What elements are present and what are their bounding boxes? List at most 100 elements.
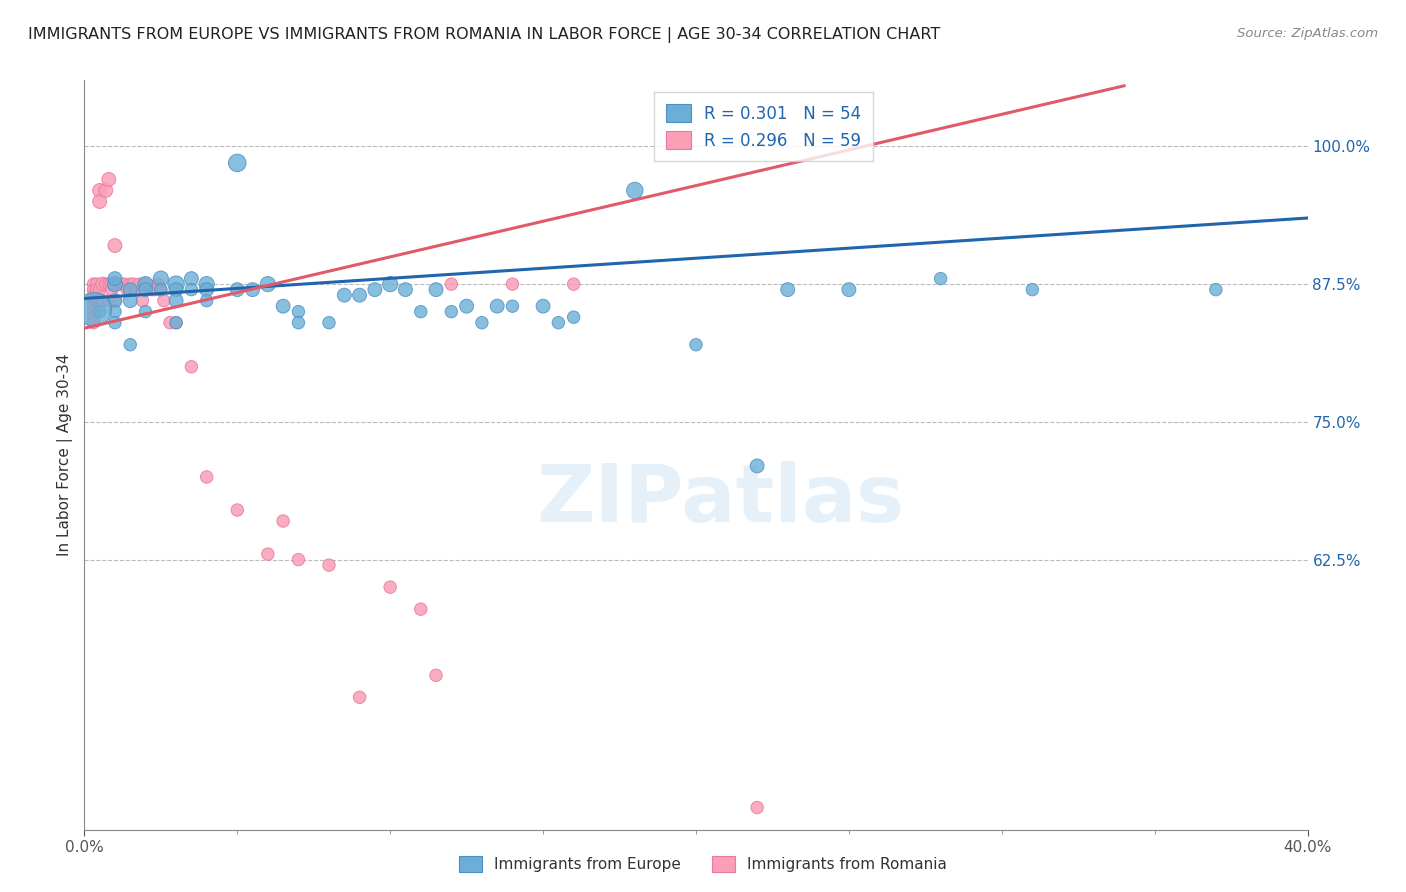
Point bbox=[101, 277, 124, 292]
Point bbox=[86, 293, 108, 308]
Point bbox=[562, 277, 585, 292]
Point bbox=[349, 690, 371, 705]
Point bbox=[425, 668, 447, 682]
Point bbox=[409, 602, 432, 616]
Legend: R = 0.301   N = 54, R = 0.296   N = 59: R = 0.301 N = 54, R = 0.296 N = 59 bbox=[654, 93, 873, 161]
Point bbox=[165, 316, 187, 330]
Point bbox=[318, 316, 340, 330]
Point bbox=[287, 552, 309, 566]
Point bbox=[135, 304, 157, 318]
Point bbox=[349, 288, 371, 302]
Point bbox=[195, 293, 218, 308]
Point bbox=[1021, 283, 1043, 297]
Point bbox=[120, 283, 142, 297]
Text: ZIPatlas: ZIPatlas bbox=[536, 461, 904, 539]
Point bbox=[409, 304, 432, 318]
Point bbox=[624, 184, 647, 198]
Point bbox=[364, 283, 387, 297]
Point bbox=[159, 316, 181, 330]
Point bbox=[271, 514, 294, 528]
Point bbox=[83, 316, 105, 330]
Point bbox=[83, 293, 105, 308]
Point bbox=[135, 277, 157, 292]
Point bbox=[135, 277, 157, 292]
Point bbox=[89, 304, 111, 318]
Point bbox=[195, 283, 218, 297]
Point bbox=[104, 277, 127, 292]
Point bbox=[120, 337, 142, 351]
Point bbox=[83, 283, 105, 297]
Point bbox=[1205, 283, 1227, 297]
Point bbox=[257, 277, 280, 292]
Point bbox=[101, 283, 124, 297]
Point bbox=[120, 293, 142, 308]
Point bbox=[440, 277, 463, 292]
Point bbox=[128, 277, 150, 292]
Point bbox=[380, 277, 402, 292]
Point bbox=[89, 283, 111, 297]
Point bbox=[131, 293, 153, 308]
Point bbox=[502, 277, 524, 292]
Point bbox=[110, 277, 132, 292]
Point bbox=[83, 302, 105, 317]
Point bbox=[89, 184, 111, 198]
Point bbox=[180, 271, 202, 285]
Point bbox=[83, 277, 105, 292]
Point bbox=[94, 277, 117, 292]
Point bbox=[104, 238, 127, 252]
Point bbox=[165, 316, 187, 330]
Point bbox=[120, 283, 142, 297]
Point bbox=[104, 316, 127, 330]
Point bbox=[91, 277, 114, 292]
Point bbox=[143, 283, 166, 297]
Point bbox=[471, 316, 494, 330]
Point bbox=[165, 283, 187, 297]
Point bbox=[287, 304, 309, 318]
Point bbox=[394, 283, 416, 297]
Point bbox=[165, 277, 187, 292]
Point bbox=[486, 299, 509, 313]
Point bbox=[149, 283, 172, 297]
Point bbox=[83, 288, 105, 302]
Point bbox=[242, 283, 264, 297]
Point bbox=[257, 547, 280, 561]
Point bbox=[502, 299, 524, 313]
Point bbox=[425, 283, 447, 297]
Point bbox=[89, 194, 111, 209]
Point bbox=[547, 316, 569, 330]
Point bbox=[456, 299, 478, 313]
Point bbox=[287, 316, 309, 330]
Point bbox=[685, 337, 707, 351]
Point bbox=[562, 310, 585, 325]
Point bbox=[440, 304, 463, 318]
Point bbox=[125, 283, 148, 297]
Point bbox=[89, 293, 111, 308]
Point bbox=[135, 283, 157, 297]
Point bbox=[776, 283, 799, 297]
Point bbox=[226, 283, 249, 297]
Point bbox=[97, 277, 120, 292]
Point bbox=[195, 470, 218, 484]
Point bbox=[146, 277, 169, 292]
Point bbox=[838, 283, 860, 297]
Point bbox=[83, 299, 105, 313]
Y-axis label: In Labor Force | Age 30-34: In Labor Force | Age 30-34 bbox=[58, 353, 73, 557]
Point bbox=[104, 293, 127, 308]
Point bbox=[333, 288, 356, 302]
Point bbox=[149, 283, 172, 297]
Point bbox=[122, 277, 145, 292]
Point bbox=[91, 293, 114, 308]
Point bbox=[86, 277, 108, 292]
Point bbox=[115, 283, 138, 297]
Point bbox=[929, 271, 952, 285]
Point bbox=[747, 458, 769, 473]
Point bbox=[180, 359, 202, 374]
Point bbox=[531, 299, 554, 313]
Point bbox=[141, 283, 163, 297]
Point bbox=[86, 283, 108, 297]
Point bbox=[97, 293, 120, 308]
Point bbox=[83, 304, 105, 318]
Point bbox=[112, 277, 135, 292]
Text: IMMIGRANTS FROM EUROPE VS IMMIGRANTS FROM ROMANIA IN LABOR FORCE | AGE 30-34 COR: IMMIGRANTS FROM EUROPE VS IMMIGRANTS FRO… bbox=[28, 27, 941, 43]
Point bbox=[165, 293, 187, 308]
